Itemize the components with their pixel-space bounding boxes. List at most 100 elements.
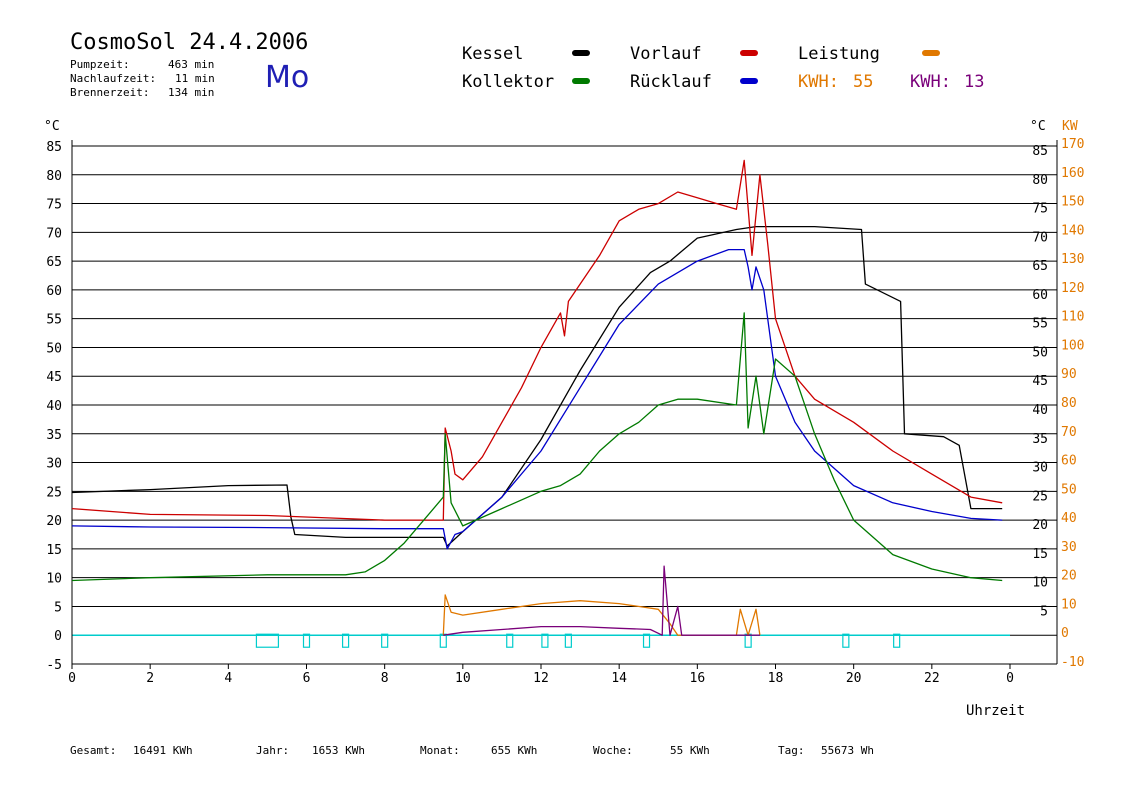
x-tick-label: 12	[533, 671, 549, 686]
kwh-orange-label: KWH:	[798, 72, 839, 92]
x-tick-label: 22	[924, 671, 940, 686]
nachlaufzeit-value: 11 min	[175, 72, 215, 85]
y-axis-unit-left: °C	[44, 119, 60, 134]
y-tick-label-left: 50	[46, 341, 62, 356]
x-tick-label: 2	[146, 671, 154, 686]
y-tick-label-right: 15	[1032, 547, 1048, 562]
pump-mark	[381, 633, 389, 648]
series-line-kessel	[71, 225, 1003, 547]
kw-tick-label: 130	[1061, 252, 1084, 267]
legend-vorlauf: Vorlauf	[630, 44, 702, 64]
pump-mark	[302, 633, 311, 648]
y-tick-label-right: 5	[1040, 604, 1048, 619]
kwh-purple-label: KWH:	[910, 72, 951, 92]
y-tick-label-left: 80	[46, 169, 62, 184]
legend-leistung: Leistung	[798, 44, 880, 64]
y-axis-unit-right: °C	[1030, 119, 1046, 134]
series-line-vorlauf	[71, 159, 1003, 521]
kwh-orange-value: 55	[853, 72, 874, 92]
footer-jahr-value: 1653 KWh	[312, 744, 365, 757]
y-tick-label-right: 10	[1032, 576, 1048, 591]
kw-tick-label: 40	[1061, 511, 1077, 526]
pump-mark	[842, 633, 850, 648]
weekday-label: Mo	[265, 60, 310, 95]
kw-tick-label: 60	[1061, 454, 1077, 469]
pump-mark	[341, 633, 350, 648]
kw-tick-label: 30	[1061, 540, 1077, 555]
x-tick-label: 14	[611, 671, 627, 686]
y-tick-label-left: 75	[46, 198, 62, 213]
y-tick-label-right: 75	[1032, 202, 1048, 217]
y-tick-label-left: 55	[46, 313, 62, 328]
kw-tick-label: 100	[1061, 338, 1084, 353]
y-tick-label-left: 10	[46, 572, 62, 587]
kw-tick-label: 150	[1061, 195, 1084, 210]
legend-ruecklauf-swatch	[740, 78, 758, 84]
footer-monat-label: Monat:	[420, 744, 460, 757]
y-tick-label-right: 60	[1032, 288, 1048, 303]
y-tick-label-right: 70	[1032, 230, 1048, 245]
y-tick-label-left: 60	[46, 284, 62, 299]
y-tick-label-left: 65	[46, 255, 62, 270]
y-tick-label-left: 45	[46, 370, 62, 385]
pump-mark	[564, 633, 572, 648]
pump-mark	[642, 633, 651, 648]
pump-mark	[255, 633, 280, 648]
y-tick-label-right: 85	[1032, 144, 1048, 159]
kw-tick-label: 110	[1061, 310, 1084, 325]
legend-kollektor: Kollektor	[462, 72, 555, 92]
legend-kessel-swatch	[572, 50, 590, 56]
chart-title: CosmoSol 24.4.2006	[70, 30, 309, 55]
legend-kollektor-swatch	[572, 78, 590, 84]
y-tick-label-left: 0	[54, 629, 62, 644]
kwh-purple-value: 13	[964, 72, 985, 92]
footer-gesamt-value: 16491 KWh	[133, 744, 193, 757]
y-tick-label-right: 20	[1032, 518, 1048, 533]
kw-tick-label: 0	[1061, 626, 1069, 641]
kw-tick-label: 50	[1061, 482, 1077, 497]
kw-tick-label: -10	[1061, 655, 1084, 670]
pump-mark	[439, 633, 447, 648]
brennerzeit-value: 134 min	[168, 86, 215, 99]
y-tick-label-left: 20	[46, 514, 62, 529]
x-axis-label: Uhrzeit	[966, 703, 1025, 719]
pump-mark	[506, 633, 514, 648]
y-tick-label-left: 70	[46, 226, 62, 241]
kw-tick-label: 70	[1061, 425, 1077, 440]
footer-gesamt-label: Gesamt:	[70, 744, 117, 757]
footer-tag-label: Tag:	[778, 744, 805, 757]
y-tick-label-right: 25	[1032, 489, 1048, 504]
brennerzeit-label: Brennerzeit:	[70, 86, 150, 99]
x-tick-label: 4	[224, 671, 232, 686]
pump-mark	[893, 633, 901, 648]
series-line-r-cklauf	[71, 248, 1003, 550]
y-tick-label-right: 35	[1032, 432, 1048, 447]
kw-tick-label: 10	[1061, 597, 1077, 612]
y-tick-label-left: 85	[46, 140, 62, 155]
pumpzeit-label: Pumpzeit:	[70, 58, 130, 71]
footer-jahr-label: Jahr:	[256, 744, 290, 757]
kw-tick-label: 120	[1061, 281, 1084, 296]
y-tick-label-right: 65	[1032, 259, 1048, 274]
y-tick-label-right: 30	[1032, 461, 1048, 476]
legend-vorlauf-swatch	[740, 50, 758, 56]
y-tick-label-left: -5	[46, 658, 62, 673]
footer-woche-label: Woche:	[593, 744, 633, 757]
kw-tick-label: 140	[1061, 223, 1084, 238]
kw-tick-label: 80	[1061, 396, 1077, 411]
x-tick-label: 20	[846, 671, 862, 686]
x-tick-label: 0	[1006, 671, 1014, 686]
kw-tick-label: 160	[1061, 166, 1084, 181]
y-tick-label-left: 15	[46, 543, 62, 558]
pump-mark	[744, 633, 752, 648]
y-tick-label-right: 50	[1032, 345, 1048, 360]
y-tick-label-right: 45	[1032, 374, 1048, 389]
kw-tick-label: 170	[1061, 137, 1084, 152]
x-tick-label: 8	[381, 671, 389, 686]
series-line-leistung2	[443, 565, 760, 636]
y-tick-label-right: 55	[1032, 317, 1048, 332]
y-tick-label-right: 40	[1032, 403, 1048, 418]
footer-woche-value: 55 KWh	[670, 744, 710, 757]
kw-tick-label: 90	[1061, 367, 1077, 382]
